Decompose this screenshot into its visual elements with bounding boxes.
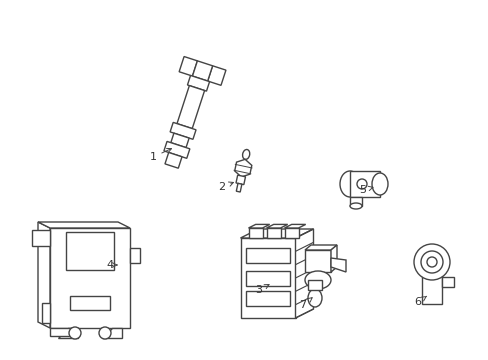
Polygon shape [164,153,182,168]
Ellipse shape [307,289,321,307]
Polygon shape [245,271,289,286]
Polygon shape [102,328,122,338]
Polygon shape [307,280,321,290]
Polygon shape [50,228,130,328]
Polygon shape [187,76,209,91]
Polygon shape [245,248,289,263]
Ellipse shape [371,173,387,195]
Circle shape [69,327,81,339]
Polygon shape [163,141,189,158]
Polygon shape [234,159,251,177]
Polygon shape [330,258,346,272]
Polygon shape [38,222,130,228]
Polygon shape [170,133,189,148]
Polygon shape [330,245,336,272]
Polygon shape [421,274,441,304]
Polygon shape [284,224,305,228]
Ellipse shape [339,171,359,197]
Ellipse shape [305,271,330,289]
Polygon shape [305,245,336,250]
Polygon shape [130,248,140,263]
Polygon shape [349,197,361,206]
Polygon shape [305,250,330,272]
Polygon shape [441,277,453,287]
Polygon shape [32,230,50,246]
Polygon shape [266,224,287,228]
Polygon shape [284,228,298,238]
Polygon shape [349,171,379,197]
Ellipse shape [349,203,361,209]
Circle shape [420,251,442,273]
Polygon shape [245,291,289,306]
Polygon shape [236,183,242,192]
Polygon shape [248,224,269,228]
Text: 6: 6 [414,296,426,307]
Circle shape [99,327,111,339]
Text: 2: 2 [218,182,233,192]
Polygon shape [240,238,295,318]
Circle shape [426,257,436,267]
Polygon shape [248,228,262,238]
Polygon shape [179,57,197,76]
Polygon shape [240,229,313,238]
Text: 7: 7 [299,298,311,310]
Text: 1: 1 [149,148,171,162]
Polygon shape [192,61,212,81]
Polygon shape [177,86,204,129]
Polygon shape [295,229,313,318]
Polygon shape [38,222,50,328]
Text: 3: 3 [255,284,268,295]
Polygon shape [58,328,78,338]
Polygon shape [207,66,225,85]
Polygon shape [42,303,50,323]
Polygon shape [236,175,245,185]
Ellipse shape [242,149,249,159]
Polygon shape [70,296,110,310]
Circle shape [413,244,449,280]
Polygon shape [170,122,196,139]
Circle shape [356,179,366,189]
Polygon shape [66,232,114,270]
Text: 5: 5 [359,185,372,195]
Polygon shape [50,328,75,336]
Text: 4: 4 [106,260,117,270]
Polygon shape [266,228,280,238]
